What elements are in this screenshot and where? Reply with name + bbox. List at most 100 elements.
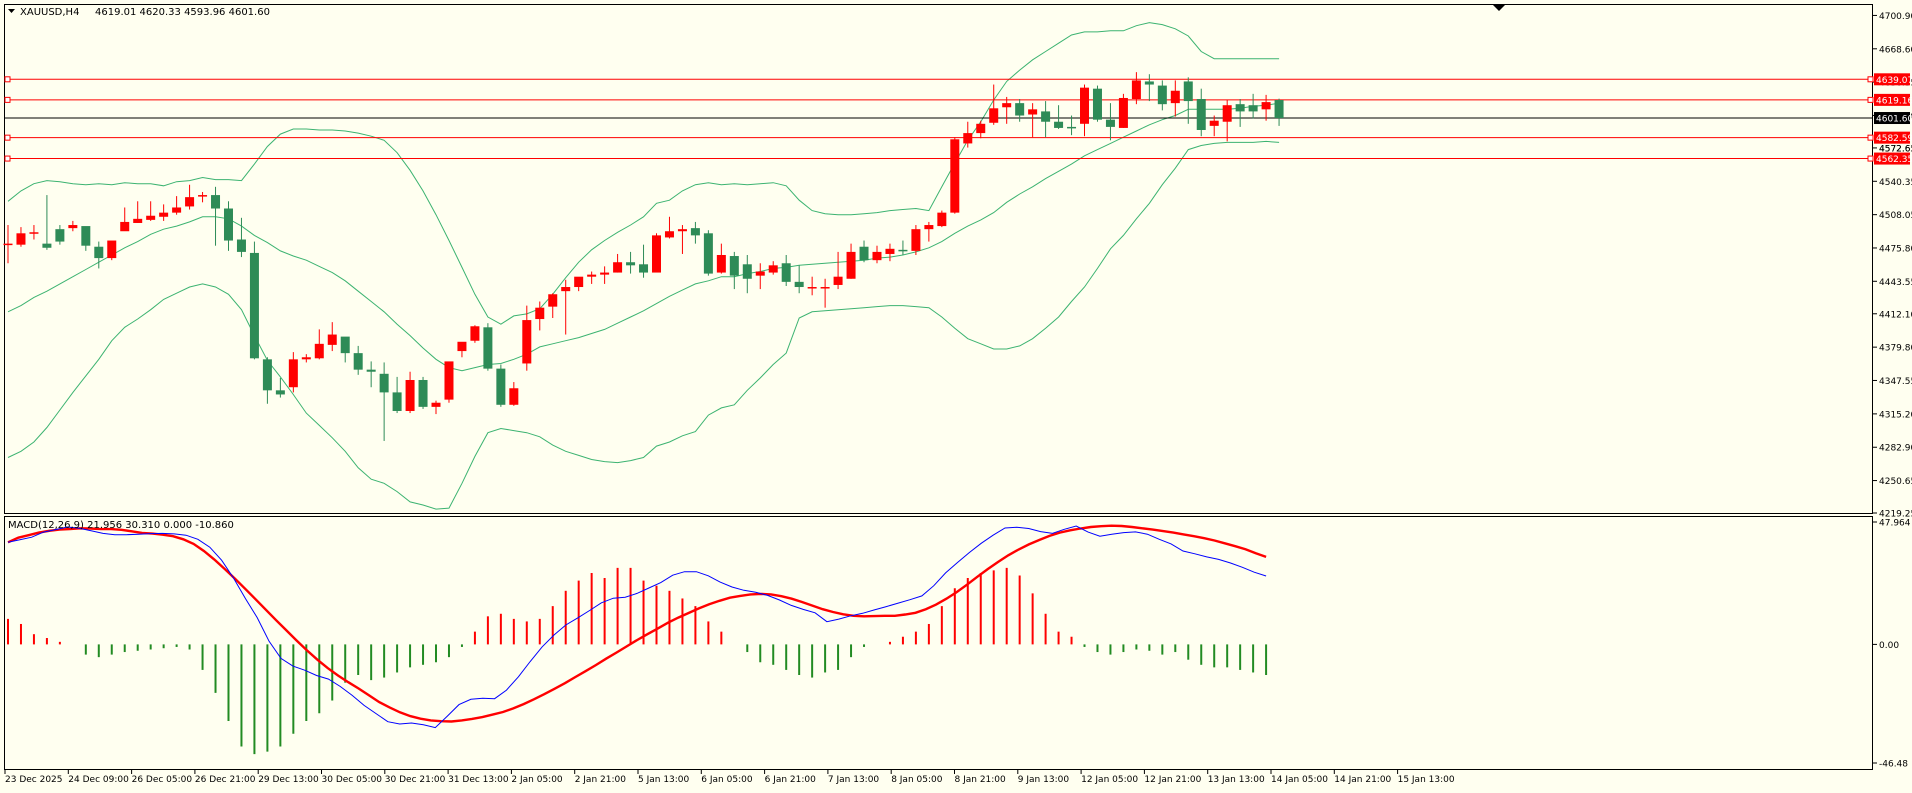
- candle-body: [768, 265, 778, 273]
- candle: [885, 243, 895, 262]
- time-tick-label: 26 Dec 05:00: [132, 775, 193, 785]
- candle-body: [664, 231, 674, 238]
- candle: [1183, 77, 1193, 124]
- symbol-label: XAUUSD,H4: [20, 7, 79, 18]
- time-tick-label: 9 Jan 13:00: [1018, 775, 1070, 785]
- candle: [29, 225, 39, 240]
- candle: [872, 245, 882, 264]
- candle-body: [1002, 103, 1012, 108]
- candle-body: [1196, 99, 1206, 130]
- candle: [1144, 74, 1154, 102]
- level-handle[interactable]: [4, 134, 11, 141]
- candle: [846, 243, 856, 279]
- candle: [392, 376, 402, 414]
- level-handle[interactable]: [1867, 134, 1874, 141]
- price-tick-label: 4412.10: [1879, 310, 1912, 320]
- candle-body: [418, 379, 428, 407]
- candle-body: [561, 287, 571, 292]
- candle: [16, 227, 26, 247]
- candle: [976, 120, 986, 139]
- candle-body: [1067, 126, 1077, 129]
- candle-body: [859, 246, 869, 261]
- candle-body: [16, 233, 26, 245]
- candle-body: [1209, 120, 1219, 126]
- candle: [198, 191, 208, 203]
- candle-body: [1105, 119, 1115, 127]
- price-tick-label: 4508.05: [1879, 211, 1912, 221]
- candle-body: [133, 218, 143, 223]
- candle: [535, 301, 545, 331]
- candle-body: [1235, 104, 1245, 112]
- horizontal-levels[interactable]: [4, 76, 1874, 162]
- time-tick-label: 14 Jan 05:00: [1271, 775, 1328, 785]
- macd-tick-label: 0.00: [1879, 641, 1899, 651]
- candle-body: [820, 287, 830, 289]
- macd-lines: [7, 524, 1267, 729]
- candle-body: [1041, 111, 1051, 122]
- candle: [587, 271, 597, 284]
- candle-body: [405, 379, 415, 411]
- candle-body: [223, 208, 233, 241]
- candle-body: [1054, 121, 1064, 128]
- macd-pane-frame: [4, 516, 1873, 770]
- candle-body: [379, 373, 389, 393]
- candle-body: [1274, 100, 1284, 119]
- chart-shift-marker[interactable]: [1493, 5, 1505, 11]
- bollinger-lower-band: [7, 140, 1280, 510]
- time-tick-label: 8 Jan 05:00: [891, 775, 943, 785]
- candle-body: [898, 249, 908, 252]
- price-tick-label: 4443.55: [1879, 278, 1912, 288]
- candle: [924, 221, 934, 242]
- candle-body: [249, 252, 259, 359]
- time-tick-label: 6 Jan 21:00: [765, 775, 817, 785]
- candle: [1105, 103, 1115, 141]
- candle-body: [470, 326, 480, 341]
- candle-body: [742, 264, 752, 279]
- candle-body: [366, 369, 376, 372]
- candle-body: [937, 212, 947, 227]
- price-tick-label: 4572.65: [1879, 144, 1912, 154]
- candle-body: [1261, 102, 1271, 110]
- candle: [288, 352, 298, 393]
- candle-body: [314, 343, 324, 359]
- candle: [1080, 84, 1090, 137]
- candle-body: [288, 359, 298, 388]
- candle-body: [172, 207, 182, 213]
- time-tick-label: 23 Dec 2025: [5, 775, 63, 785]
- candle: [781, 254, 791, 286]
- symbol-dropdown-icon[interactable]: [8, 9, 15, 13]
- candle-body: [833, 276, 843, 285]
- level-handle[interactable]: [1867, 76, 1874, 83]
- level-handle[interactable]: [1867, 96, 1874, 103]
- price-tick-label: 4315.20: [1879, 410, 1912, 420]
- candle-body: [42, 243, 52, 248]
- candle-body: [690, 228, 700, 236]
- candle-body: [444, 361, 454, 400]
- candle: [963, 121, 973, 148]
- level-handle[interactable]: [4, 96, 11, 103]
- level-handle[interactable]: [1867, 155, 1874, 162]
- candle: [301, 354, 311, 363]
- price-tick-label: 4250.65: [1879, 477, 1912, 487]
- price-tick-label: 4219.25: [1879, 510, 1912, 520]
- level-handle[interactable]: [4, 155, 11, 162]
- candle: [690, 221, 700, 244]
- candle: [833, 251, 843, 290]
- level-price-label: 4562.35: [1876, 155, 1912, 165]
- candle-body: [1144, 81, 1154, 85]
- candle-body: [94, 246, 104, 259]
- level-price-tag: [1874, 131, 1910, 144]
- candle: [509, 382, 519, 406]
- level-price-tag: [1874, 73, 1910, 86]
- candle: [185, 184, 195, 210]
- candle: [159, 204, 169, 221]
- candle-body: [107, 240, 117, 259]
- bollinger-middle-band: [7, 102, 1280, 372]
- level-price-tag: [1874, 93, 1910, 106]
- candle: [249, 241, 259, 360]
- time-tick-label: 13 Jan 13:00: [1208, 775, 1265, 785]
- level-handle[interactable]: [4, 76, 11, 83]
- candle: [950, 137, 960, 214]
